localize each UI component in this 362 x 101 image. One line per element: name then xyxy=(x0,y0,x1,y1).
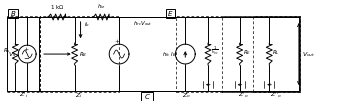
Bar xyxy=(176,16,300,92)
Text: $h_{rc}V_{out}$: $h_{rc}V_{out}$ xyxy=(133,19,152,28)
Bar xyxy=(253,16,300,92)
Bar xyxy=(7,16,39,92)
Text: $Z_o$: $Z_o$ xyxy=(182,91,191,100)
Bar xyxy=(141,92,153,101)
Text: $V_s$: $V_s$ xyxy=(8,50,16,58)
Text: +: + xyxy=(24,47,29,52)
Text: −: − xyxy=(23,56,29,62)
Text: $R_L$: $R_L$ xyxy=(272,48,280,57)
Bar xyxy=(8,9,18,18)
Text: $Z'_o$: $Z'_o$ xyxy=(238,90,248,100)
Bar xyxy=(165,9,176,18)
Text: $h_{fc}\ I_B$: $h_{fc}\ I_B$ xyxy=(161,50,177,58)
Text: C: C xyxy=(145,94,150,100)
Text: B: B xyxy=(11,11,16,17)
Text: $Z''_o$: $Z''_o$ xyxy=(270,90,282,100)
Text: $Z_i$: $Z_i$ xyxy=(75,91,83,100)
Bar xyxy=(222,16,300,92)
Text: $R_E$: $R_E$ xyxy=(243,48,251,57)
Text: E: E xyxy=(168,11,173,17)
Text: $R_B$: $R_B$ xyxy=(79,50,87,58)
Text: $I_b$: $I_b$ xyxy=(84,21,89,29)
Text: $V_{out}$: $V_{out}$ xyxy=(302,50,315,58)
Text: $Z'_i$: $Z'_i$ xyxy=(18,90,28,100)
Text: $R_s$: $R_s$ xyxy=(3,46,10,55)
Text: $1\ \mathrm{k\Omega}$: $1\ \mathrm{k\Omega}$ xyxy=(50,3,64,11)
Text: $h_{ie}$: $h_{ie}$ xyxy=(97,2,106,11)
Text: +: + xyxy=(114,39,120,44)
Bar xyxy=(39,16,119,92)
Text: $\frac{1}{h_{oc}}$: $\frac{1}{h_{oc}}$ xyxy=(211,45,219,57)
